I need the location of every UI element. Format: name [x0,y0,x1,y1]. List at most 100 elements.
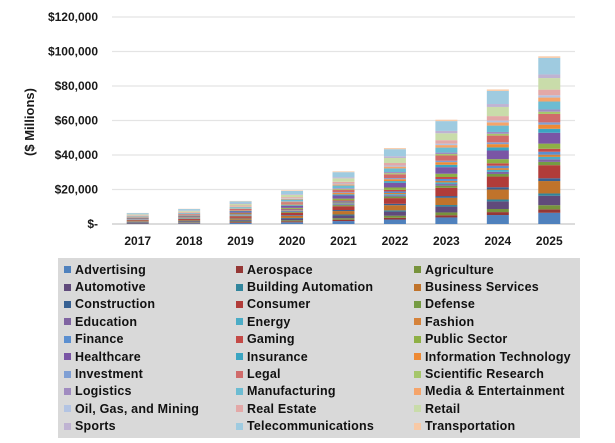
bar-segment: Consumer 2019: 950 [229,216,252,218]
bar-segment: Consumer 2018: 600 [178,218,201,220]
bar-segment: Manufacturing 2023: 2900 [435,147,458,153]
bar-segment: Transportation 2020: 330 [281,190,304,191]
legend: Advertising Aerospace Agriculture Automotiv… [58,258,580,438]
bar-segment: Legal 2023: 3000 [435,155,458,161]
bar-segment: Healthcare 2017: 350 [126,217,149,219]
bar-segment: Sports 2024: 1700 [486,104,509,107]
bar-segment: Transportation 2021: 450 [332,171,355,173]
bar-segment: Automotive 2019: 700 [229,220,252,222]
legend-label: Agriculture [425,262,494,277]
legend-item: Building Automation [236,278,414,295]
bar-segment: Healthcare 2022: 2700 [383,182,406,188]
legend-item: Energy [236,313,414,330]
legend-label: Scientific Research [425,367,545,382]
bar-segment: Legal 2024: 3900 [486,135,509,143]
bar-segment: Automotive 2018: 450 [178,221,201,223]
bar-segment: Real Estate 2022: 1450 [383,162,406,166]
bar-segment: Telecommunications 2024: 7600 [486,90,509,105]
bar-segment: Business Services 2019: 800 [229,218,252,220]
bar-segment: Finance 2023: 1150 [435,178,458,181]
bar-segment: Aerospace 2020: 600 [281,221,304,223]
bar-segment: Healthcare 2024: 5000 [486,150,509,160]
legend-swatch-icon [414,405,421,413]
bar-segment: Telecommunications 2025: 9600 [538,57,561,75]
bar-segment: Sports 2021: 680 [332,177,355,179]
bar-segment: Retail 2019: 850 [229,204,252,206]
bar-segment: Media & Entertainment 2024: 1850 [486,122,509,126]
bar-segment: Gaming 2019: 300 [229,213,252,214]
y-tick-label: $120,000 [48,10,98,24]
bar-segment: Consumer 2023: 4800 [435,187,458,197]
bar-segment: Advertising 2022: 2600 [383,219,406,224]
bar-segment: Scientific Research 2025: 1300 [538,111,561,114]
bar-stack-2017: Advertising 2017: 300Aerospace 2017: 250… [126,212,149,224]
legend-item: Defense [414,296,586,313]
bar-segment: Gaming 2020: 420 [281,208,304,210]
bar-segment: Agriculture 2019: 400 [229,221,252,223]
bar-segment: Defense 2025: 1900 [538,161,561,166]
bar-segment: Defense 2023: 1200 [435,185,458,188]
legend-item: Education [64,313,236,330]
bar-segment: Manufacturing 2025: 4600 [538,101,561,110]
bar-segment: Advertising 2021: 1700 [332,221,355,224]
bar-segment: Media & Entertainment 2022: 1050 [383,166,406,169]
bar-segment: Information Technology 2019: 330 [229,210,252,211]
bar-segment: Automotive 2017: 350 [126,222,149,223]
bar-segment: Fashion 2023: 850 [435,180,458,183]
y-tick-label: $40,000 [55,148,99,162]
bar-segment: Scientific Research 2020: 300 [281,201,304,203]
bar-segment: Insurance 2024: 1800 [486,147,509,151]
legend-item: Information Technology [414,348,586,365]
bar-segment: Scientific Research 2023: 850 [435,154,458,156]
bar-segment: Media & Entertainment 2025: 2300 [538,97,561,102]
legend-label: Telecommunications [247,419,375,434]
x-tick-label: 2019 [227,234,254,248]
legend-label: Business Services [425,280,539,295]
bar-segment: Defense 2021: 650 [332,205,355,207]
bar-segment: Construction 2020: 400 [281,215,304,216]
bar-segment: Legal 2020: 950 [281,202,304,204]
bar-segment: Construction 2024: 1300 [486,187,509,190]
bar-segment: Insurance 2022: 1000 [383,181,406,183]
bar-segment: Logistics 2023: 850 [435,152,458,155]
bar-segment: Public Sector 2021: 950 [332,198,355,201]
bar-segment: Oil, Gas, and Mining 2023: 850 [435,143,458,146]
legend-swatch-icon [236,335,243,343]
bar-segment: Information Technology 2023: 1500 [435,162,458,165]
legend-swatch-icon [236,318,243,326]
bar-segment: Agriculture 2024: 1800 [486,208,509,213]
bar-segment: Energy 2025: 1400 [538,156,561,160]
stacked-bar-chart: $- $20,000 $40,000 $60,000 $80,000 $100,000 $1… [22,10,575,248]
legend-swatch-icon [414,318,421,326]
bar-segment: Public Sector 2025: 3000 [538,143,561,149]
legend-swatch-icon [64,266,71,274]
x-tick-label: 2018 [176,234,203,248]
bar-segment: Building Automation 2025: 1300 [538,193,561,196]
legend-item: Automotive [64,278,236,295]
bar-segment: Scientific Research 2024: 1050 [486,133,509,136]
bar-segment: Media & Entertainment 2020: 460 [281,198,304,200]
bar-segment: Finance 2024: 1400 [486,165,509,169]
bar-segment: Fashion 2024: 1050 [486,168,509,170]
bar-segment: Defense 2022: 900 [383,196,406,199]
legend-item: Real Estate [236,400,414,417]
bar-segment: Advertising 2019: 650 [229,222,252,224]
bar-segment: Automotive 2025: 5500 [538,195,561,206]
bar-segment: Oil, Gas, and Mining 2025: 1300 [538,95,561,98]
bar-segment: Transportation 2023: 800 [435,119,458,122]
bar-segment: Education 2023: 950 [435,184,458,186]
bar-segment: Media & Entertainment 2023: 1450 [435,145,458,148]
bar-segment: Legal 2017: 300 [126,216,149,218]
legend-swatch-icon [236,300,243,308]
bar-segment: Retail 2023: 4000 [435,133,458,141]
bar-segment: Automotive 2022: 2400 [383,211,406,216]
bar-segment: Gaming 2025: 1700 [538,148,561,152]
bar-segment: Retail 2017: 400 [126,214,149,216]
bar-segment: Building Automation 2024: 1100 [486,199,509,202]
bar-segment: Aerospace 2023: 1300 [435,215,458,218]
bar-segment: Telecommunications 2017: 600 [126,213,149,215]
bar-segment: Building Automation 2020: 380 [281,217,304,219]
bar-segment: Consumer 2017: 450 [126,220,149,221]
bar-segment: Business Services 2025: 7200 [538,181,561,194]
bar-segment: Building Automation 2021: 550 [332,214,355,216]
